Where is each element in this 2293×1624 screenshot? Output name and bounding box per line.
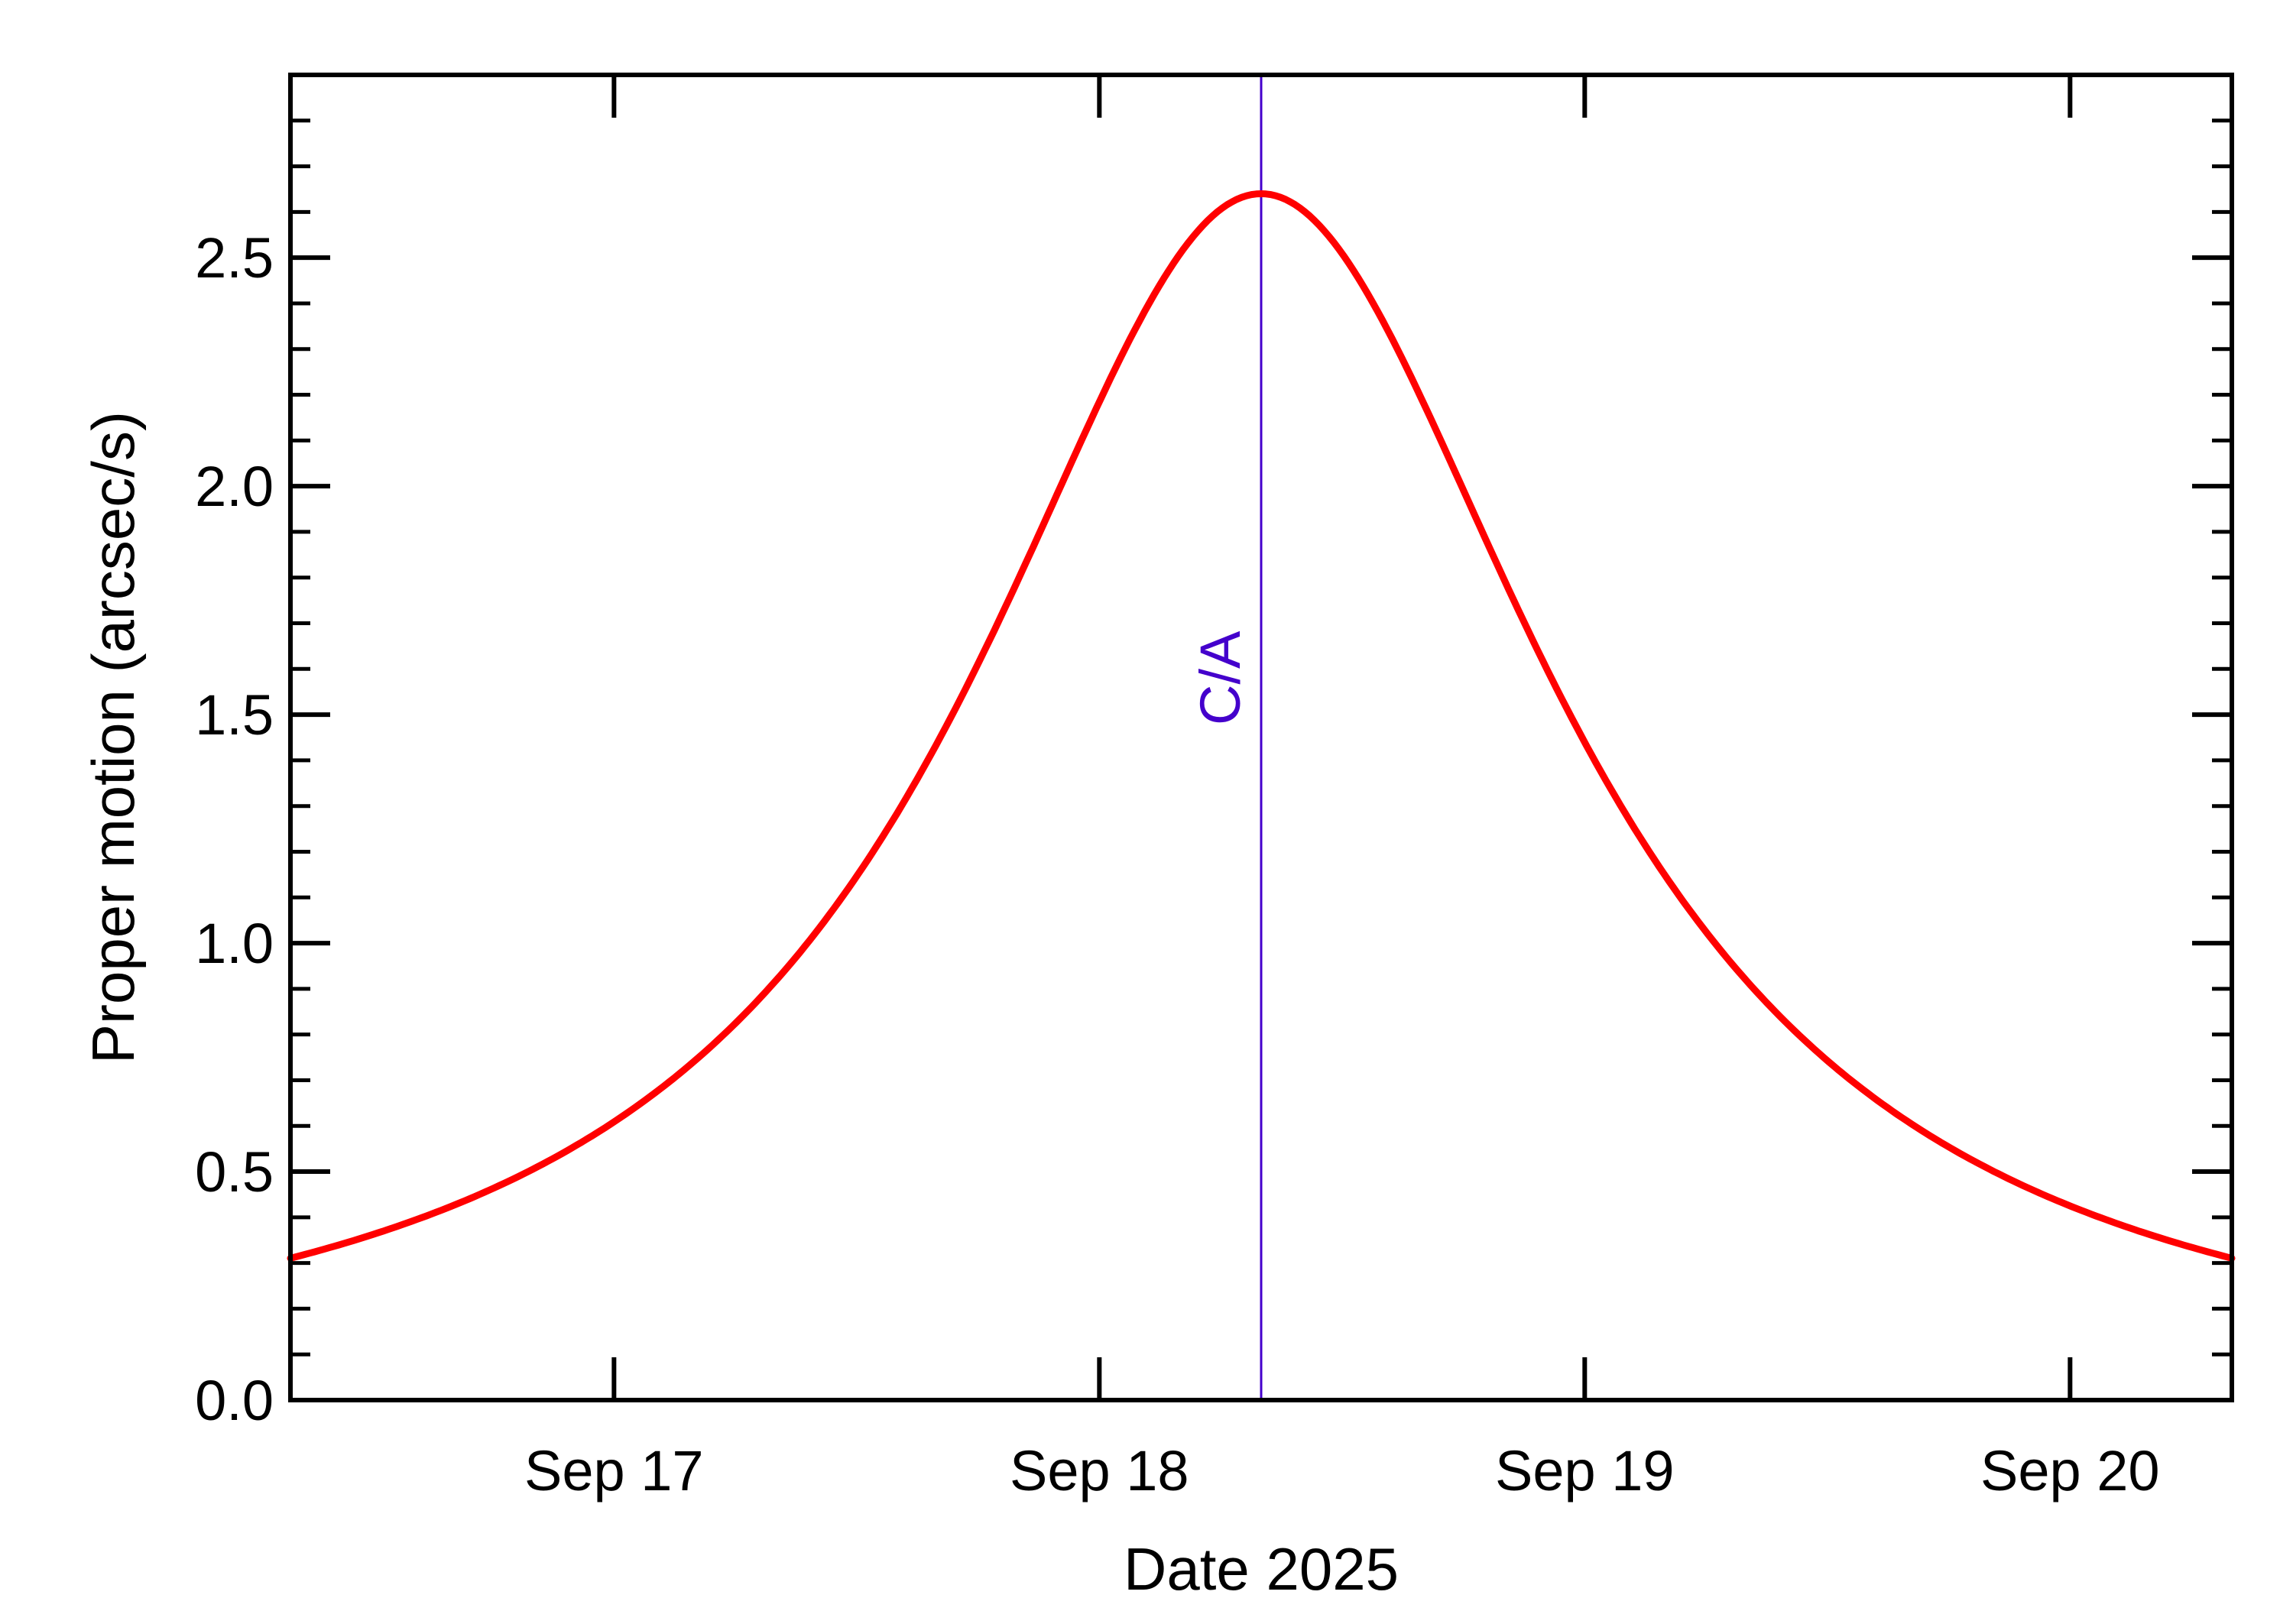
x-axis-label: Date 2025: [1124, 1535, 1399, 1603]
x-tick-label: Sep 18: [1010, 1439, 1189, 1502]
y-tick-labels: 0.0 0.5 1.0 1.5 2.0 2.5: [195, 226, 274, 1432]
x-tick-label: Sep 17: [524, 1439, 704, 1502]
x-tick-label: Sep 19: [1495, 1439, 1675, 1502]
y-tick-label: 0.5: [195, 1140, 274, 1204]
proper-motion-series-line: [287, 190, 2236, 1262]
x-tick-label: Sep 20: [1980, 1439, 2160, 1502]
y-tick-label: 2.5: [195, 226, 274, 290]
y-tick-label: 2.0: [195, 455, 274, 518]
y-axis-label: Proper motion (arcsec/s): [79, 411, 147, 1064]
plot-frame: [288, 73, 2234, 1402]
y-tick-label: 1.5: [195, 683, 274, 747]
x-tick-labels: Sep 17 Sep 18 Sep 19 Sep 20: [524, 1439, 2160, 1502]
y-tick-label: 0.0: [195, 1369, 274, 1432]
y-tick-label: 1.0: [195, 912, 274, 975]
closest-approach-label: C/A: [1189, 630, 1252, 725]
